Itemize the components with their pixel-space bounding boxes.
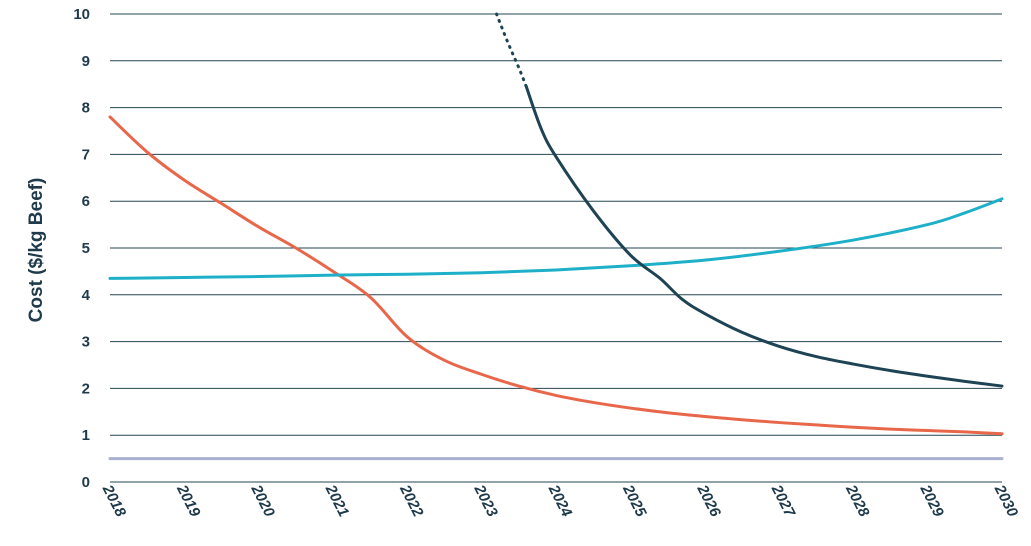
x-tick-label: 2022: [396, 481, 427, 520]
y-axis-ticks: 0 1 2 3 4 5 6 7 8 9 10: [73, 6, 90, 491]
x-tick-label: 2030: [990, 481, 1021, 520]
y-tick-label: 8: [82, 100, 90, 117]
series-line-2: [495, 12, 528, 89]
y-tick-label: 6: [82, 193, 90, 210]
x-tick-label: 2029: [916, 481, 947, 520]
x-tick-label: 2028: [842, 481, 873, 520]
x-axis-ticks: 2018 2019 2020 2021 2022 2023 2024 2025 2026 2027…: [98, 481, 1021, 520]
y-tick-label: 4: [82, 287, 91, 304]
y-tick-label: 3: [82, 334, 90, 351]
x-tick-label: 2020: [247, 481, 278, 520]
y-axis-label: Cost ($/kg Beef): [26, 178, 47, 323]
x-tick-label: 2027: [767, 481, 798, 520]
x-tick-label: 2023: [470, 481, 501, 520]
y-tick-label: 2: [82, 380, 90, 397]
series-line-0: [108, 115, 1004, 436]
x-tick-label: 2026: [693, 481, 724, 520]
series-lines: [108, 12, 1004, 461]
x-tick-label: 2019: [173, 481, 204, 520]
series-line-1: [108, 197, 1004, 280]
y-tick-label: 0: [82, 474, 90, 491]
x-tick-label: 2018: [98, 481, 129, 520]
y-tick-label: 10: [73, 6, 90, 23]
y-tick-label: 7: [82, 146, 90, 163]
x-tick-label: 2025: [619, 481, 650, 520]
y-tick-label: 5: [82, 240, 90, 257]
grid-lines: [110, 13, 1002, 483]
series-line-3: [524, 85, 1004, 388]
x-tick-label: 2024: [544, 481, 575, 520]
y-tick-label: 1: [82, 427, 90, 444]
x-tick-label: 2021: [321, 481, 352, 519]
y-tick-label: 9: [82, 53, 90, 70]
